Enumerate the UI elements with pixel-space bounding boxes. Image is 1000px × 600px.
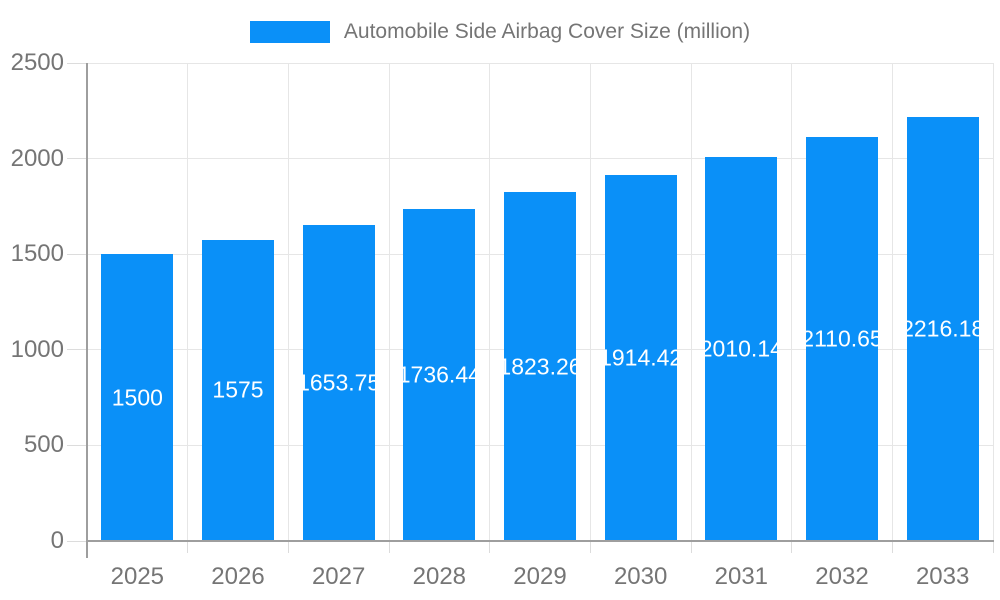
x-axis-tick (891, 542, 893, 553)
x-axis-tick (287, 542, 289, 553)
y-axis-tick (67, 349, 87, 351)
legend-label: Automobile Side Airbag Cover Size (milli… (343, 20, 751, 43)
x-axis-tick (992, 542, 994, 553)
x-axis-label: 2030 (613, 563, 668, 590)
bar[interactable]: 1500 (101, 254, 174, 541)
x-axis-label: 2033 (915, 563, 970, 590)
x-axis-label: 2032 (815, 563, 869, 590)
y-axis-tick (67, 444, 87, 446)
bar-value-label: 1575 (212, 376, 264, 403)
x-axis-label: 2031 (714, 563, 769, 590)
v-gridline (690, 63, 692, 541)
v-gridline (187, 63, 189, 541)
bar-value-label: 1653.75 (302, 369, 375, 396)
bar-value-label: 1500 (111, 384, 163, 411)
y-axis-label: 0 (50, 527, 64, 554)
v-gridline (589, 63, 591, 541)
v-gridline (891, 63, 893, 541)
bar[interactable]: 2216.18 (906, 117, 979, 541)
bar-value-label: 2216.18 (906, 315, 979, 342)
y-axis-label: 1500 (10, 240, 64, 268)
bar[interactable]: 1736.44 (403, 208, 476, 541)
v-gridline (791, 63, 793, 541)
y-axis-tick (67, 253, 87, 255)
x-axis-tick (187, 542, 189, 553)
y-axis-line (86, 63, 88, 558)
bar[interactable]: 2010.14 (705, 156, 778, 541)
bar-value-label: 1823.26 (504, 353, 576, 380)
x-axis-line (86, 540, 994, 542)
y-axis-tick (67, 62, 87, 64)
x-axis-label: 2027 (311, 563, 366, 590)
x-axis-label: 2028 (412, 563, 467, 590)
h-gridline (87, 158, 993, 160)
bar[interactable]: 2110.65 (806, 137, 878, 541)
y-axis-label: 1000 (10, 335, 64, 363)
v-gridline (992, 63, 994, 541)
bar[interactable]: 1914.42 (604, 174, 677, 541)
v-gridline (287, 63, 289, 541)
y-axis-label: 500 (23, 431, 64, 459)
y-axis-tick (67, 540, 87, 542)
legend-swatch-icon (249, 21, 330, 43)
bar-value-label: 1914.42 (604, 344, 677, 371)
x-axis-tick (589, 542, 591, 553)
x-axis-label: 2025 (110, 563, 165, 590)
x-axis-tick (388, 542, 390, 553)
bar-value-label: 2110.65 (806, 325, 878, 352)
h-gridline (87, 62, 993, 64)
bar-value-label: 2010.14 (705, 335, 778, 362)
x-axis-label: 2026 (211, 563, 265, 590)
v-gridline (388, 63, 390, 541)
y-axis-label: 2500 (10, 49, 64, 76)
chart-legend[interactable]: Automobile Side Airbag Cover Size (milli… (0, 18, 1000, 46)
y-axis-label: 2000 (10, 144, 64, 172)
bar-value-label: 1736.44 (403, 361, 476, 388)
x-axis-tick (791, 542, 793, 553)
x-axis-label: 2029 (513, 563, 567, 590)
bar[interactable]: 1653.75 (302, 224, 375, 541)
bar[interactable]: 1823.26 (504, 192, 576, 541)
bar[interactable]: 1575 (202, 239, 274, 541)
x-axis-tick (690, 542, 692, 553)
v-gridline (489, 63, 491, 541)
y-axis-tick (67, 158, 87, 160)
x-axis-tick (489, 542, 491, 553)
